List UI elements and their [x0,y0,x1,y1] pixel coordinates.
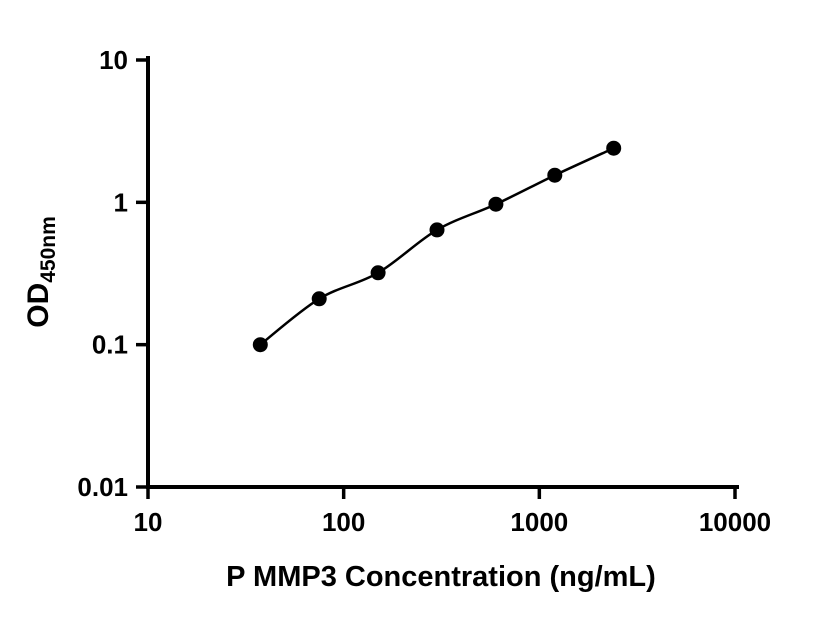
y-tick-label: 1 [114,187,128,217]
y-tick-label: 0.1 [92,330,128,360]
data-point [311,291,327,307]
data-point [488,196,504,212]
data-point [606,140,622,156]
x-tick-label: 1000 [510,507,568,537]
y-tick-label: 10 [99,45,128,75]
x-tick-label: 100 [322,507,365,537]
plot-area: 10 100 1000 10000 10 1 0.1 0.01 [77,45,771,537]
data-point [429,222,445,238]
x-tick-label: 10000 [699,507,771,537]
data-point [547,167,563,183]
data-point [252,337,268,353]
y-axis-title-subscript: 450nm [37,216,60,283]
y-axis-title: OD450nm [22,216,60,328]
x-axis-title: P MMP3 Concentration (ng/mL) [226,561,656,593]
data-point [370,265,386,281]
axes [146,56,739,489]
y-tick-label: 0.01 [77,472,128,502]
y-axis-title-main: OD [22,283,55,328]
x-tick-label: 10 [134,507,163,537]
